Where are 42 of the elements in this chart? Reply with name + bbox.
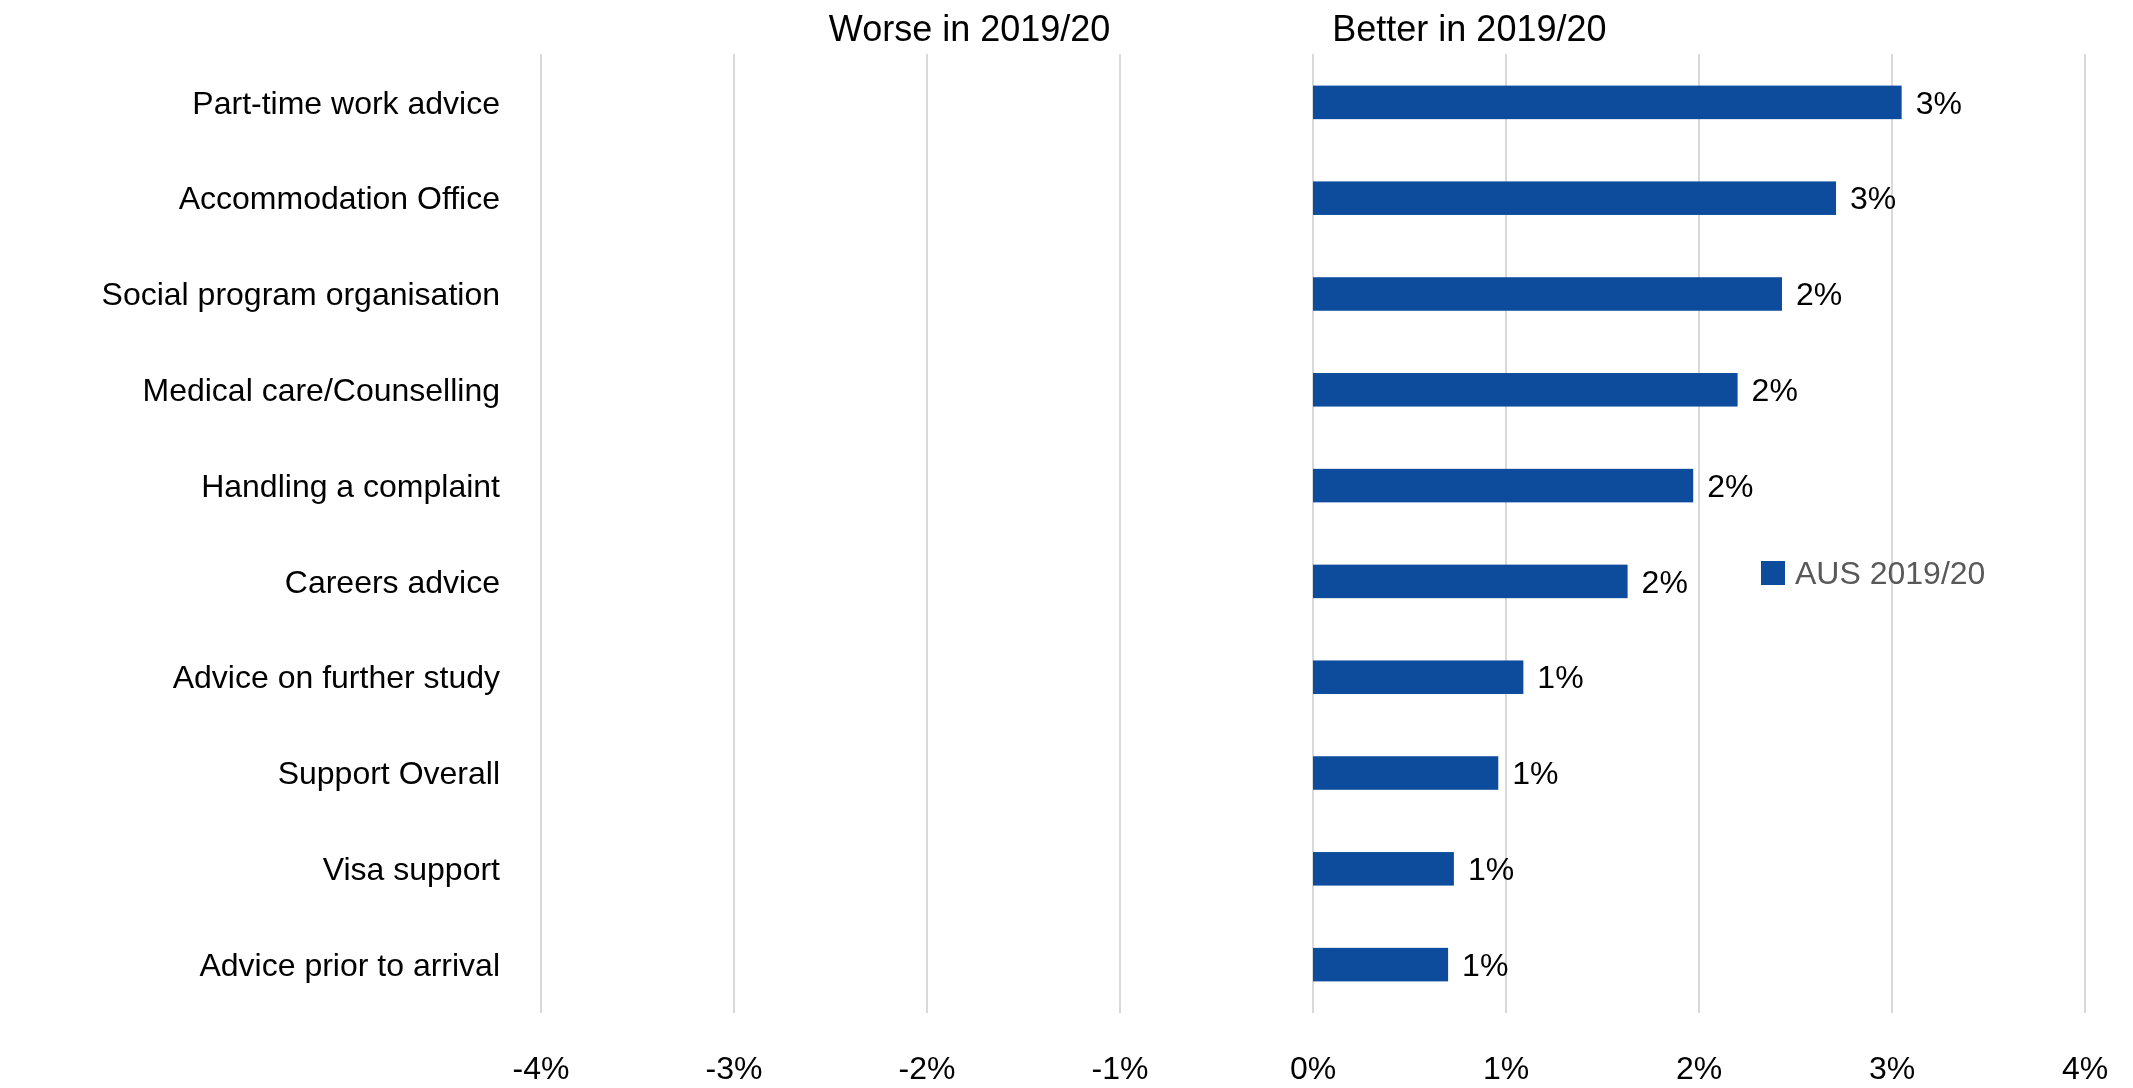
data-label: 3% <box>1850 180 1897 217</box>
bar <box>1313 947 1449 982</box>
bar <box>1313 660 1524 694</box>
data-label: 1% <box>1462 946 1509 983</box>
bar <box>1313 756 1499 790</box>
x-tick-label: -3% <box>705 1050 763 1087</box>
y-tick-label: Accommodation Office <box>178 180 500 217</box>
x-tick-label: -2% <box>898 1050 956 1087</box>
x-tick-label: 4% <box>2061 1050 2109 1087</box>
y-tick-label: Part-time work advice <box>192 84 500 121</box>
x-tick-label: 1% <box>1482 1050 1530 1087</box>
x-tick-label: -1% <box>1091 1050 1149 1087</box>
bar <box>1313 373 1738 407</box>
x-tick-label: -4% <box>512 1050 570 1087</box>
bar <box>1313 181 1837 215</box>
data-label: 3% <box>1915 84 1962 121</box>
bar <box>1313 468 1694 503</box>
y-tick-label: Advice on further study <box>172 659 500 696</box>
bar <box>1313 277 1782 311</box>
data-label: 1% <box>1467 851 1515 888</box>
y-tick-label: Careers advice <box>284 563 500 600</box>
data-label: 2% <box>1795 276 1843 313</box>
data-label: 1% <box>1537 659 1584 696</box>
y-tick-label: Visa support <box>322 851 501 888</box>
data-label: 1% <box>1512 755 1559 792</box>
y-tick-label: Handling a complaint <box>201 467 501 504</box>
data-label: 2% <box>1641 563 1688 600</box>
bar <box>1313 85 1902 120</box>
bar <box>1313 852 1454 886</box>
x-tick-label: 3% <box>1868 1050 1916 1087</box>
y-tick-label: Social program organisation <box>101 276 500 313</box>
legend-label: AUS 2019/20 <box>1795 555 1986 592</box>
data-label: 2% <box>1751 371 1798 408</box>
y-tick-label: Advice prior to arrival <box>199 946 500 983</box>
y-tick-label: Medical care/Counselling <box>142 371 500 408</box>
bar <box>1313 564 1628 599</box>
x-tick-label: 2% <box>1675 1050 1723 1087</box>
text: Worse in 2019/20 <box>828 7 1111 49</box>
data-label: 2% <box>1707 467 1754 504</box>
y-tick-label: Support Overall <box>277 755 500 792</box>
x-tick-label: 0% <box>1289 1050 1337 1087</box>
text: Better in 2019/20 <box>1332 7 1607 49</box>
